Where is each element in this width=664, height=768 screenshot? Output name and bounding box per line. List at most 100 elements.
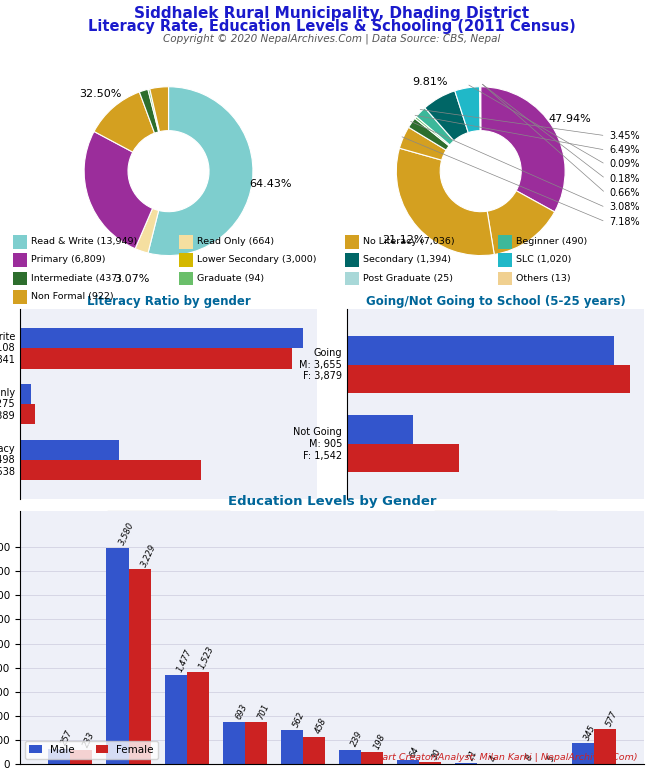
Text: 6.49%: 6.49% xyxy=(609,145,639,155)
Bar xyxy=(498,272,512,286)
Bar xyxy=(339,750,361,764)
Text: Secondary (1,394): Secondary (1,394) xyxy=(363,255,451,264)
Text: 1,477: 1,477 xyxy=(175,648,194,674)
Title: Literacy Ratio by gender: Literacy Ratio by gender xyxy=(87,295,250,308)
Wedge shape xyxy=(150,87,169,131)
Text: 0.18%: 0.18% xyxy=(609,174,639,184)
Bar xyxy=(165,675,187,764)
Bar xyxy=(222,723,245,764)
Text: 345: 345 xyxy=(582,723,598,742)
Legend: Male, Female: Male, Female xyxy=(433,511,558,528)
Wedge shape xyxy=(135,208,159,253)
Wedge shape xyxy=(148,87,253,256)
Wedge shape xyxy=(84,131,153,249)
Bar xyxy=(397,760,419,764)
Wedge shape xyxy=(481,87,565,212)
Bar xyxy=(419,763,442,764)
Text: 3,229: 3,229 xyxy=(139,542,158,568)
Text: 577: 577 xyxy=(605,710,620,728)
Text: 30: 30 xyxy=(430,747,443,761)
Text: 21.12%: 21.12% xyxy=(382,235,425,245)
Bar xyxy=(498,253,512,267)
Wedge shape xyxy=(400,127,446,161)
Text: 3.45%: 3.45% xyxy=(609,131,639,141)
Text: 198: 198 xyxy=(372,733,387,750)
Wedge shape xyxy=(396,148,494,256)
Text: Read Only (664): Read Only (664) xyxy=(197,237,274,246)
Text: 32.50%: 32.50% xyxy=(80,88,122,98)
Text: 701: 701 xyxy=(256,702,271,720)
Title: Going/Not Going to School (5-25 years): Going/Not Going to School (5-25 years) xyxy=(366,295,625,308)
Bar xyxy=(20,329,303,349)
Bar xyxy=(303,737,325,764)
Text: Siddhalek Rural Municipality, Dhading District: Siddhalek Rural Municipality, Dhading Di… xyxy=(134,6,530,22)
Bar xyxy=(347,365,630,393)
Bar xyxy=(48,749,70,764)
Bar xyxy=(347,415,413,444)
Text: 239: 239 xyxy=(350,730,365,748)
Text: Education
Levels: Education Levels xyxy=(450,161,512,182)
Text: Literacy
Ratios: Literacy Ratios xyxy=(143,161,194,182)
Wedge shape xyxy=(94,92,155,152)
Bar xyxy=(20,384,31,405)
Text: Copyright © 2020 NepalArchives.Com | Data Source: CBS, Nepal: Copyright © 2020 NepalArchives.Com | Dat… xyxy=(163,33,501,44)
Text: 47.94%: 47.94% xyxy=(548,114,591,124)
Bar xyxy=(347,444,459,472)
Wedge shape xyxy=(139,89,159,133)
Bar xyxy=(456,763,477,764)
Wedge shape xyxy=(455,87,480,133)
Bar xyxy=(13,290,27,304)
Text: 21: 21 xyxy=(466,748,479,761)
Bar xyxy=(20,405,35,425)
Bar xyxy=(179,235,193,249)
Text: 257: 257 xyxy=(59,729,74,747)
Text: 7.18%: 7.18% xyxy=(609,217,639,227)
Bar xyxy=(345,235,359,249)
Bar xyxy=(281,730,303,764)
Wedge shape xyxy=(425,91,468,141)
Bar xyxy=(594,730,616,764)
Text: Others (13): Others (13) xyxy=(515,273,570,283)
Text: 8: 8 xyxy=(525,753,535,762)
Text: Primary (6,809): Primary (6,809) xyxy=(31,255,106,264)
Bar xyxy=(498,235,512,249)
Text: 64.43%: 64.43% xyxy=(250,179,292,189)
Text: 233: 233 xyxy=(82,730,96,749)
Text: 9.81%: 9.81% xyxy=(412,77,448,87)
Bar xyxy=(13,235,27,249)
Text: 0.09%: 0.09% xyxy=(609,160,639,170)
Wedge shape xyxy=(415,117,450,146)
Bar xyxy=(179,272,193,286)
Text: 3,580: 3,580 xyxy=(118,521,136,547)
Bar xyxy=(20,440,120,460)
Text: SLC (1,020): SLC (1,020) xyxy=(515,255,571,264)
Text: 693: 693 xyxy=(234,703,249,721)
Bar xyxy=(572,743,594,764)
Text: 562: 562 xyxy=(292,710,307,729)
Text: 0.66%: 0.66% xyxy=(609,188,639,198)
Wedge shape xyxy=(487,190,554,254)
Text: 5: 5 xyxy=(546,753,557,763)
Text: 3.07%: 3.07% xyxy=(114,274,149,284)
Text: 458: 458 xyxy=(314,717,329,735)
Text: Literacy Rate, Education Levels & Schooling (2011 Census): Literacy Rate, Education Levels & School… xyxy=(88,19,576,35)
Bar xyxy=(345,253,359,267)
Bar xyxy=(20,349,292,369)
Wedge shape xyxy=(148,89,159,132)
Title: Education Levels by Gender: Education Levels by Gender xyxy=(228,495,436,508)
Text: Non Formal (922): Non Formal (922) xyxy=(31,292,114,301)
Text: (Chart Creator/Analyst: Milan Karki | NepalArchives.Com): (Chart Creator/Analyst: Milan Karki | Ne… xyxy=(367,753,638,762)
Wedge shape xyxy=(408,118,449,150)
Bar xyxy=(20,460,201,480)
Bar xyxy=(129,569,151,764)
Bar xyxy=(187,672,208,764)
Wedge shape xyxy=(480,87,481,131)
Legend: Male, Female: Male, Female xyxy=(25,740,158,759)
Text: 1,523: 1,523 xyxy=(198,645,216,670)
Text: Beginner (490): Beginner (490) xyxy=(515,237,587,246)
Bar xyxy=(347,336,614,365)
Bar xyxy=(106,548,129,764)
Text: Post Graduate (25): Post Graduate (25) xyxy=(363,273,453,283)
Text: No Literacy (7,036): No Literacy (7,036) xyxy=(363,237,454,246)
Bar xyxy=(361,752,383,764)
